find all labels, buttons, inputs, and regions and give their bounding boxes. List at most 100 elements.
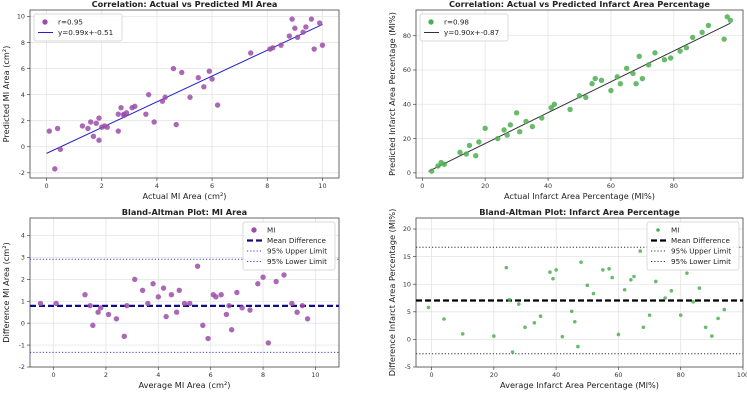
data-point — [585, 283, 590, 288]
data-point — [705, 22, 712, 29]
data-point — [87, 302, 93, 309]
data-point — [54, 125, 61, 132]
data-point — [442, 317, 446, 321]
y-tick-label: -1 — [19, 341, 25, 349]
data-point — [155, 294, 162, 300]
data-point — [539, 115, 545, 121]
data-point — [463, 151, 470, 157]
legend-marker — [656, 228, 660, 232]
data-point — [601, 268, 605, 272]
data-point — [299, 302, 306, 309]
data-point — [113, 316, 120, 322]
y-tick-label: 2 — [21, 117, 25, 125]
data-point — [551, 276, 555, 281]
x-tick-label: 4 — [156, 371, 160, 379]
legend-label: 95% Lower Limit — [267, 257, 327, 266]
chart-title: Correlation: Actual vs Predicted MI Area — [92, 0, 278, 9]
data-point — [121, 333, 127, 340]
legend-label: 95% Upper Limit — [671, 247, 731, 256]
y-tick-label: 6 — [21, 65, 25, 73]
y-tick-label: 2 — [21, 276, 25, 284]
data-point — [239, 305, 245, 311]
y-tick-label: 60 — [403, 66, 411, 74]
x-tick-label: 8 — [265, 182, 269, 190]
data-point — [228, 327, 235, 333]
data-point — [645, 62, 652, 68]
data-point — [592, 75, 598, 82]
data-point — [303, 24, 309, 30]
legend-label: Mean Difference — [267, 236, 326, 245]
data-point — [697, 286, 702, 290]
data-point — [294, 34, 301, 41]
data-point — [689, 34, 696, 41]
data-point — [495, 135, 501, 142]
legend-label: y=0.99x+-0.51 — [58, 28, 113, 37]
data-point — [132, 103, 138, 110]
data-point — [90, 133, 97, 140]
data-point — [79, 123, 86, 129]
legend-label: r=0.95 — [58, 18, 83, 27]
legend-box — [419, 13, 509, 42]
y-tick-label: 4 — [21, 232, 25, 240]
data-point — [551, 101, 558, 107]
x-tick-label: 0 — [45, 182, 49, 190]
data-point — [476, 139, 482, 145]
data-point — [614, 74, 620, 80]
data-point — [187, 94, 193, 100]
data-point — [145, 91, 152, 98]
data-point — [579, 260, 583, 264]
data-point — [727, 17, 734, 23]
data-point — [482, 125, 488, 131]
y-tick-label: 4 — [21, 91, 25, 99]
data-point — [548, 270, 552, 274]
data-point — [517, 129, 523, 135]
data-point — [104, 124, 110, 130]
data-point — [85, 125, 91, 132]
y-tick-label: 15 — [403, 253, 411, 261]
data-point — [132, 276, 138, 283]
data-layer — [46, 16, 326, 172]
data-point — [598, 77, 605, 83]
data-point — [37, 300, 44, 307]
data-point — [669, 289, 674, 293]
data-point — [123, 110, 130, 116]
data-point — [703, 325, 708, 330]
data-point — [205, 335, 211, 342]
data-point — [95, 309, 101, 315]
data-point — [98, 305, 104, 311]
data-point — [281, 272, 287, 278]
data-point — [492, 334, 496, 338]
data-point — [173, 309, 180, 315]
data-layer — [428, 14, 734, 174]
data-point — [200, 322, 206, 329]
y-tick-label: 80 — [403, 32, 411, 40]
data-point — [607, 266, 611, 271]
data-point — [529, 123, 536, 130]
data-point — [716, 316, 720, 321]
data-point — [316, 20, 323, 26]
data-point — [513, 110, 520, 116]
y-tick-label: -2 — [19, 169, 25, 177]
data-point — [145, 300, 151, 307]
data-point — [460, 332, 465, 336]
data-point — [654, 279, 658, 284]
y-tick-label: 5 — [407, 308, 411, 316]
data-point — [722, 307, 727, 312]
data-point — [573, 319, 577, 324]
data-point — [159, 98, 166, 104]
data-point — [150, 281, 156, 287]
y-tick-label: 1 — [21, 297, 25, 305]
data-point — [105, 311, 112, 318]
x-tick-label: 0 — [430, 371, 434, 379]
data-point — [576, 344, 580, 349]
data-point — [622, 287, 627, 292]
y-tick-label: 10 — [17, 13, 25, 21]
panel-correlation-infarct-percentage: Correlation: Actual vs Predicted Infarct… — [387, 0, 744, 201]
data-point — [286, 33, 293, 39]
x-axis-label: Actual Infarct Area Percentage (MI%) — [504, 191, 655, 201]
data-point — [661, 57, 668, 63]
data-point — [639, 75, 646, 82]
x-tick-label: 2 — [100, 182, 104, 190]
data-point — [663, 296, 667, 300]
data-point — [181, 300, 188, 307]
